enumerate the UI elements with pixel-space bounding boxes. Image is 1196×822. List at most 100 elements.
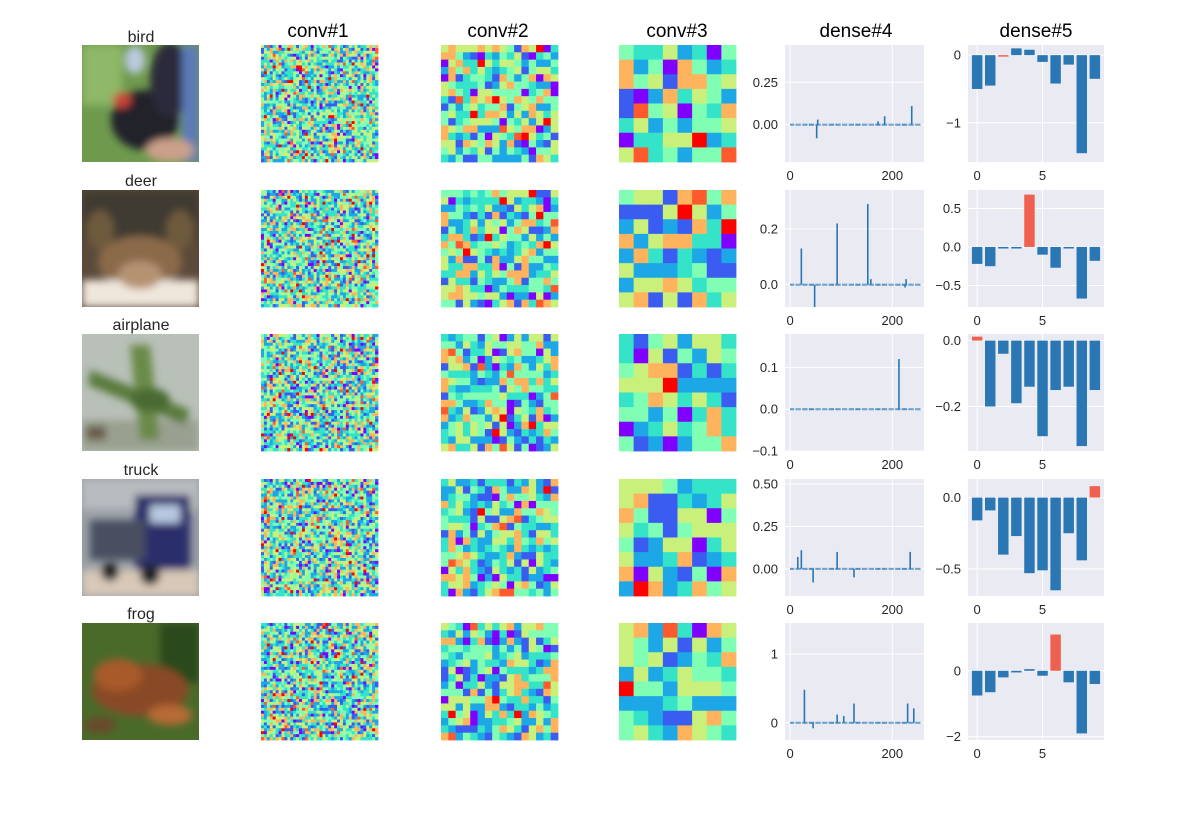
heatmap-cell [290,68,294,72]
heatmap-cell [354,228,358,232]
heatmap-cell [319,213,323,217]
heatmap-cell [662,147,678,163]
heatmap-cell [322,257,326,261]
heatmap-cell [357,115,361,119]
heatmap-cell [263,380,268,385]
heatmap-cell [261,415,265,420]
heatmap-cell [313,342,317,347]
heatmap-cell [313,213,317,217]
heatmap-cell [339,263,344,267]
heatmap-cell [293,97,297,101]
heatmap-cell [369,283,373,287]
heatmap-cell [272,248,277,252]
heatmap-cell [331,268,335,273]
heatmap-cell [263,121,268,125]
heatmap-cell [334,150,338,154]
heatmap-cell [536,96,544,104]
heatmap-cell [325,207,329,211]
heatmap-cell [334,141,338,145]
heatmap-cell [266,213,271,217]
heatmap-cell [354,354,358,358]
heatmap-cell [470,277,478,286]
heatmap-cell [296,366,300,370]
heatmap-cell [334,190,338,194]
heatmap-cell [357,222,361,226]
heatmap-cell [369,56,373,61]
heatmap-cell [304,304,309,308]
heatmap-cell [448,103,457,112]
heatmap-cell [462,190,471,198]
heatmap-cell [319,392,323,396]
heatmap-cell [316,292,320,296]
heatmap-cell [337,374,341,379]
heatmap-cell [313,398,317,402]
heatmap-cell [278,59,282,63]
heatmap-cell [269,260,274,264]
heatmap-cell [337,192,341,197]
heatmap-cell [269,304,274,308]
heatmap-cell [325,213,329,217]
heatmap-cell [269,233,274,238]
heatmap-cell [354,56,358,61]
heatmap-cell [351,195,355,200]
heatmap-cell [325,123,329,128]
heatmap-cell [322,334,326,338]
heatmap-cell [290,53,294,58]
heatmap-cell [281,351,285,355]
heatmap-cell [351,380,355,385]
heatmap-cell [339,56,344,61]
heatmap-cell [357,383,361,388]
heatmap-cell [310,213,315,217]
heatmap-cell [351,118,355,122]
heatmap-cell [351,410,355,414]
heatmap-cell [354,342,358,347]
heatmap-cell [290,126,294,131]
heatmap-cell [263,248,268,252]
heatmap-cell [263,268,268,273]
heatmap-cell [360,147,364,151]
heatmap-cell [287,207,291,211]
heatmap-cell [492,96,500,104]
heatmap-cell [272,121,277,125]
heatmap-cell [366,228,370,232]
heatmap-cell [550,52,559,61]
heatmap-cell [307,248,312,252]
heatmap-cell [484,219,493,227]
heatmap-cell [351,386,355,390]
heatmap-cell [331,219,335,223]
heatmap-cell [492,45,500,53]
heatmap-cell [319,126,323,131]
heatmap-cell [372,274,376,279]
heatmap-cell [319,295,323,299]
heatmap-cell [319,301,323,305]
heatmap-cell [313,135,317,139]
heatmap-cell [342,141,347,145]
heatmap-cell [677,248,693,264]
heatmap-cell [278,74,282,78]
heatmap-cell [284,374,288,379]
heatmap-cell [261,47,265,52]
heatmap-cell [334,50,338,55]
heatmap-cell [299,198,303,203]
heatmap-cell [269,251,274,255]
heatmap-cell [281,410,285,414]
heatmap-cell [331,141,335,145]
heatmap-cell [278,274,282,279]
heatmap-cell [342,115,347,119]
heatmap-cell [304,395,309,399]
heatmap-cell [261,334,265,338]
heatmap-cell [357,334,361,338]
heatmap-cell [301,74,306,78]
heatmap-cell [354,210,358,214]
heatmap-cell [499,204,508,213]
heatmap-cell [310,112,315,116]
heatmap-cell [307,138,312,142]
heatmap-cell [278,236,282,241]
heatmap-cell [296,412,300,417]
heatmap-cell [348,354,353,358]
heatmap-cell [366,274,370,279]
heatmap-cell [272,410,277,414]
heatmap-cell [304,91,309,96]
heatmap-cell [304,292,309,296]
heatmap-cell [706,190,722,206]
